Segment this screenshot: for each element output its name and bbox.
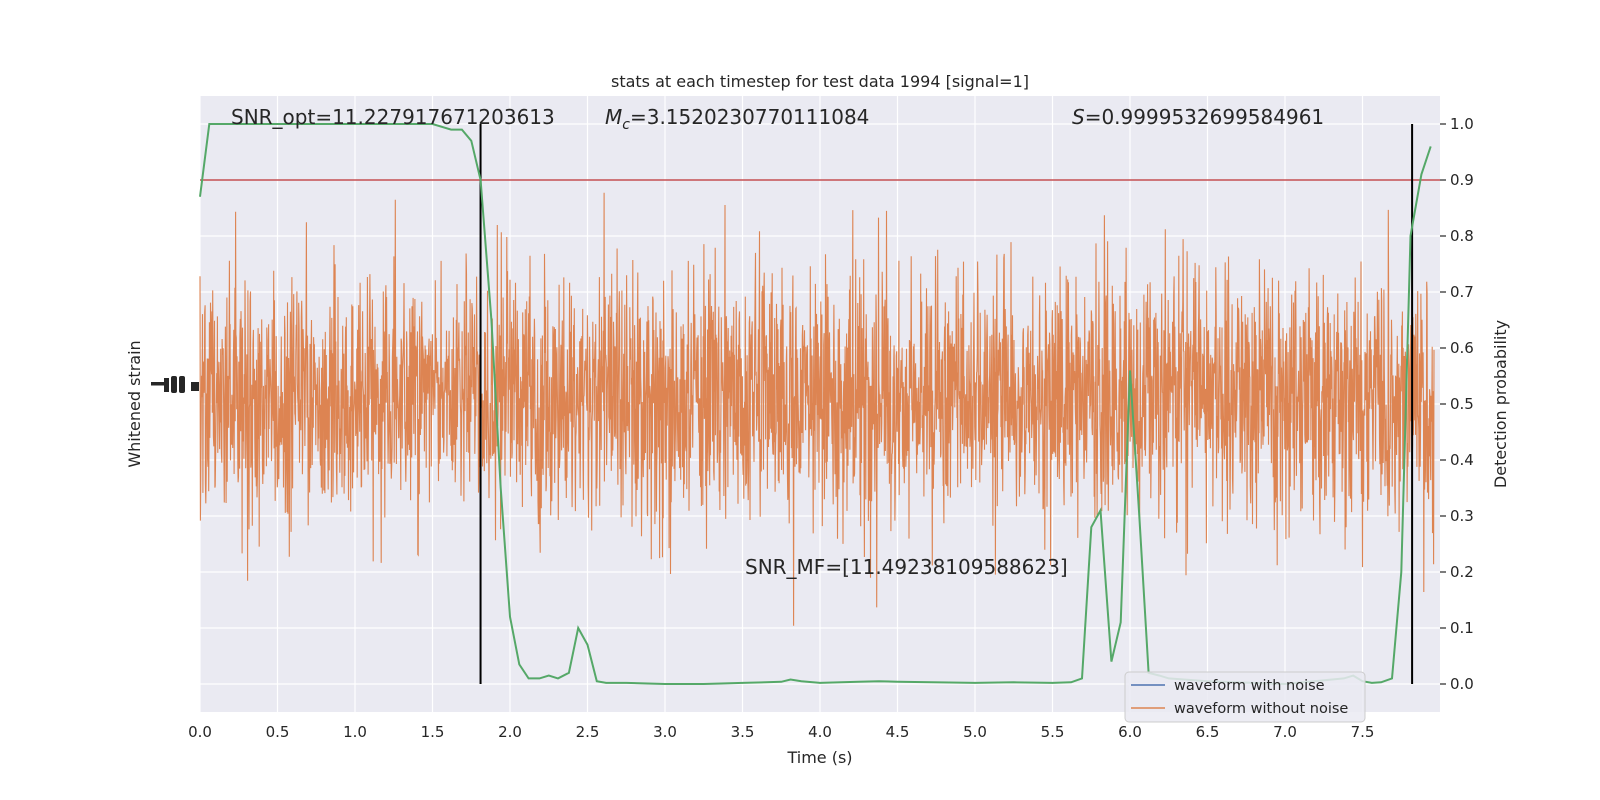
y-right-tick-label-1: 0.1 — [1450, 619, 1474, 637]
chirp-mass-symbol: M — [605, 105, 622, 129]
snr-mf-annotation: SNR_MF=[11.49238109588623] — [745, 555, 1068, 579]
x-tick-label-11: 5.5 — [1041, 723, 1065, 741]
x-tick-label-1: 0.5 — [266, 723, 290, 741]
chirp-mass-subscript: c — [622, 117, 630, 133]
x-tick-label-15: 7.5 — [1351, 723, 1375, 741]
vertical-markers — [479, 124, 1414, 684]
x-tick-label-6: 3.0 — [653, 723, 677, 741]
x-axis-ticks: 0.0 0.5 1.0 1.5 2.0 2.5 3.0 3.5 4.0 4.5 5.0 5.5 6.0 6… — [188, 723, 1374, 741]
y-right-tick-label-8: 0.8 — [1450, 227, 1474, 245]
legend-label-noise: waveform with noise — [1174, 678, 1325, 694]
x-tick-label-13: 6.5 — [1196, 723, 1220, 741]
y-axis-right-label: Detection probability — [1491, 320, 1510, 488]
x-tick-label-2: 1.0 — [343, 723, 367, 741]
x-tick-label-7: 3.5 — [731, 723, 755, 741]
snr-opt-annotation: SNR_opt=11.227917671203613 — [231, 105, 555, 129]
y-right-tick-label-10: 1.0 — [1450, 115, 1474, 133]
x-tick-label-5: 2.5 — [576, 723, 600, 741]
x-tick-label-8: 4.0 — [808, 723, 832, 741]
x-tick-label-14: 7.0 — [1273, 723, 1297, 741]
y-right-tick-label-0: 0.0 — [1450, 675, 1474, 693]
y-right-tick-label-2: 0.2 — [1450, 563, 1474, 581]
y-right-tick-label-4: 0.4 — [1450, 451, 1474, 469]
x-tick-label-4: 2.0 — [498, 723, 522, 741]
x-tick-label-3: 1.5 — [421, 723, 445, 741]
s-symbol: S — [1072, 105, 1085, 129]
x-tick-label-10: 5.0 — [963, 723, 987, 741]
chirp-mass-value: =3.1520230770111084 — [630, 105, 869, 129]
y-right-tick-label-6: 0.6 — [1450, 339, 1474, 357]
y-right-tick-label-7: 0.7 — [1450, 283, 1474, 301]
y-axis-left-label: Whitened strain — [125, 340, 144, 467]
legend: waveform with noise waveform without noi… — [1124, 671, 1366, 723]
legend-label-waveform: waveform without noise — [1174, 701, 1348, 717]
x-tick-label-9: 4.5 — [886, 723, 910, 741]
chart-title: stats at each timestep for test data 199… — [611, 72, 1029, 91]
s-annotation: S=0.9999532699584961 — [1072, 105, 1324, 129]
waveform-path — [199, 192, 1435, 626]
x-tick-label-12: 6.0 — [1118, 723, 1142, 741]
y-right-axis-ticks: 0.0 0.1 0.2 0.3 0.4 0.5 0.6 0.7 0.8 0.9 1.0 — [1440, 115, 1474, 693]
left-axis-overlapping-tick-labels — [151, 376, 199, 393]
legend-box — [1124, 671, 1366, 723]
s-value: =0.9999532699584961 — [1085, 105, 1324, 129]
y-right-tick-label-3: 0.3 — [1450, 507, 1474, 525]
y-right-tick-label-5: 0.5 — [1450, 395, 1474, 413]
x-tick-label-0: 0.0 — [188, 723, 212, 741]
y-right-tick-label-9: 0.9 — [1450, 171, 1474, 189]
x-axis-label: Time (s) — [786, 748, 852, 767]
waveform-without-noise-trace — [199, 192, 1435, 626]
chirp-mass-annotation: Mc=3.1520230770111084 — [605, 105, 869, 133]
